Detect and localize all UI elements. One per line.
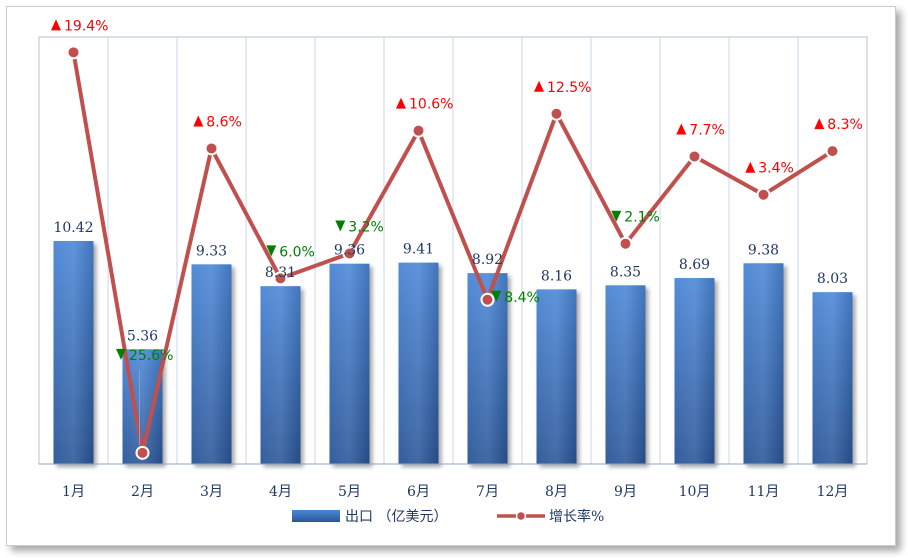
growth-label: 8.4% <box>491 290 540 306</box>
up-triangle-icon <box>814 118 825 130</box>
growth-point <box>66 45 81 60</box>
x-tick-label: 4月 <box>269 484 292 500</box>
bar-highlight <box>191 264 232 464</box>
up-triangle-icon <box>396 97 406 109</box>
growth-label: 3.4% <box>745 161 794 177</box>
growth-value-label: 6.0% <box>279 244 315 260</box>
x-tick-label: 3月 <box>200 484 223 500</box>
legend-bar-swatch <box>292 510 340 522</box>
growth-point <box>480 292 495 307</box>
bar-highlight <box>398 262 439 464</box>
bar-value-label: 8.92 <box>472 252 503 268</box>
export-chart: 1月 2月 3月 4月 5月 6月 7月 8月 9月 10月 11月 12月 10.42 5.36 9.3… <box>38 18 868 525</box>
legend-bar-label: 出口 （亿美元） <box>345 509 447 525</box>
bar-highlight <box>674 278 715 464</box>
growth-value-label: 2.1% <box>624 210 660 226</box>
x-tick-label: 7月 <box>476 484 499 500</box>
growth-label: 8.6% <box>193 114 242 130</box>
growth-point <box>135 445 150 460</box>
bar-highlight <box>53 241 94 464</box>
growth-label: 7.7% <box>676 122 725 138</box>
growth-label: 2.1% <box>611 210 660 226</box>
growth-point <box>273 271 288 286</box>
growth-label: 19.4% <box>51 18 108 34</box>
bar-value-label: 9.38 <box>748 242 779 258</box>
growth-value-label: 3.4% <box>758 161 794 177</box>
growth-label: 3.2% <box>335 219 384 235</box>
growth-label: 8.3% <box>814 117 863 133</box>
growth-label: 12.5% <box>534 80 591 96</box>
down-triangle-icon <box>116 348 126 360</box>
x-tick-label: 6月 <box>407 484 430 500</box>
x-tick-label: 2月 <box>131 484 154 500</box>
bars <box>53 241 853 464</box>
growth-value-label: 3.2% <box>348 219 384 235</box>
up-triangle-icon <box>745 161 756 173</box>
growth-value-label: 19.4% <box>64 18 108 34</box>
growth-value-label: 8.6% <box>206 114 242 130</box>
x-tick-label: 11月 <box>748 484 780 500</box>
bar-highlight <box>743 263 784 464</box>
x-tick-label: 8月 <box>545 484 568 500</box>
up-triangle-icon <box>676 123 687 135</box>
bar-value-label: 8.03 <box>817 271 848 287</box>
growth-value-label: 12.5% <box>547 80 591 96</box>
legend: 出口 （亿美元） 增长率% <box>292 508 604 525</box>
growth-point <box>411 123 426 138</box>
growth-value-label: 25.6% <box>129 348 173 364</box>
growth-point <box>618 236 633 251</box>
down-triangle-icon <box>611 210 622 222</box>
up-triangle-icon <box>193 115 204 127</box>
x-tick-label: 1月 <box>62 484 85 500</box>
growth-point <box>825 144 840 159</box>
growth-value-label: 7.7% <box>689 122 725 138</box>
growth-value-label: 8.3% <box>827 117 863 133</box>
growth-point <box>342 246 357 261</box>
bar-value-label: 8.31 <box>265 265 296 281</box>
bar-highlight <box>812 292 853 464</box>
down-triangle-icon <box>491 290 502 302</box>
growth-point <box>549 106 564 121</box>
bar-value-label: 9.36 <box>334 243 365 259</box>
bar-value-label: 9.41 <box>403 242 434 258</box>
bar-value-label: 10.42 <box>53 220 93 236</box>
x-tick-label: 10月 <box>679 484 711 500</box>
legend-line-marker <box>515 510 527 522</box>
growth-label: 10.6% <box>396 97 453 113</box>
data-labels: 10.42 5.36 9.33 8.31 9.36 9.41 8.92 8.16 8.35 8.6… <box>51 18 863 445</box>
bar-value-label: 8.16 <box>541 268 572 284</box>
growth-label: 6.0% <box>266 244 315 260</box>
growth-point <box>204 141 219 156</box>
growth-line <box>66 45 840 460</box>
growth-point <box>756 187 771 202</box>
x-axis: 1月 2月 3月 4月 5月 6月 7月 8月 9月 10月 11月 12月 <box>39 463 867 500</box>
bar-value-label: 5.36 <box>127 328 158 344</box>
gridlines <box>107 37 799 464</box>
down-triangle-icon <box>266 245 277 257</box>
growth-point <box>687 149 702 164</box>
growth-value-label: 10.6% <box>409 97 453 113</box>
bar-value-label: 8.35 <box>610 264 641 280</box>
up-triangle-icon <box>534 80 544 92</box>
bar-value-label: 8.69 <box>679 257 710 273</box>
chart-frame: 1月 2月 3月 4月 5月 6月 7月 8月 9月 10月 11月 12月 10.42 5.36 9.3… <box>6 6 896 546</box>
x-tick-label: 9月 <box>614 484 637 500</box>
bar-highlight <box>329 263 370 464</box>
growth-label: 25.6% <box>116 348 173 364</box>
growth-value-label: 8.4% <box>504 290 540 306</box>
bar-highlight <box>536 289 577 464</box>
up-triangle-icon <box>51 19 61 31</box>
legend-line-label: 增长率% <box>549 508 604 525</box>
bar-highlight <box>260 286 301 464</box>
x-tick-label: 5月 <box>338 484 361 500</box>
bar-highlight <box>605 285 646 464</box>
down-triangle-icon <box>335 220 346 232</box>
growth-line-path <box>71 52 834 455</box>
x-tick-label: 12月 <box>817 484 849 500</box>
bar-value-label: 9.33 <box>196 243 227 259</box>
